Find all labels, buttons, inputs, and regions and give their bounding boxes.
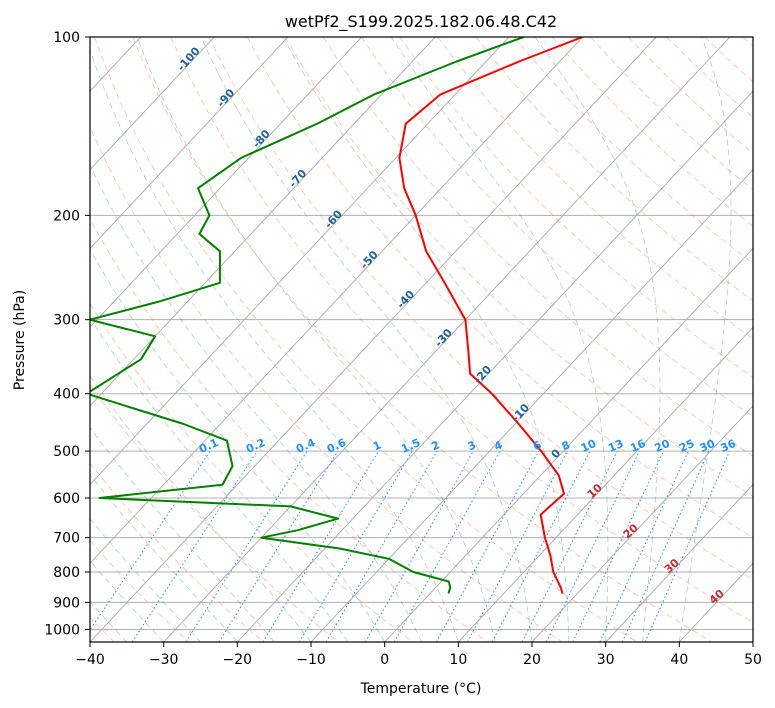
x-tick-label: 0 <box>380 652 389 668</box>
moist-adiabat-line <box>90 48 459 642</box>
dry-adiabat-line <box>132 37 712 642</box>
isotherm-line <box>163 37 731 642</box>
plot-area <box>90 37 753 642</box>
moist-adiabat-line <box>200 37 533 642</box>
isotherm-line <box>458 326 753 642</box>
dry-adiabat-line <box>437 37 753 340</box>
mixing-ratio-line <box>218 450 339 642</box>
temperature-profile-line <box>398 37 583 594</box>
moist-adiabat-line <box>136 37 496 642</box>
y-tick-label: 800 <box>53 565 80 581</box>
mixing-ratio-label: 30 <box>698 437 718 455</box>
dry-adiabat-line <box>246 37 753 539</box>
dry-adiabat-line <box>90 462 264 642</box>
chart-title: wetPf2_S199.2025.182.06.48.C42 <box>285 12 557 32</box>
mixing-ratio-line <box>599 450 689 642</box>
dry-adiabat-line <box>170 37 753 623</box>
mixing-ratio-line <box>621 450 710 642</box>
dry-adiabat-line <box>90 217 488 642</box>
isotherm-line <box>384 247 753 642</box>
mixing-ratio-label: 16 <box>628 437 648 455</box>
y-tick-label: 100 <box>53 30 80 46</box>
y-tick-label: 1000 <box>44 622 80 638</box>
dry-adiabat-line <box>90 126 563 642</box>
y-tick-label: 400 <box>53 387 80 403</box>
moist-adiabat-line <box>90 163 422 642</box>
dry-adiabat-line <box>399 37 753 378</box>
mixing-ratio-label: 25 <box>677 437 696 455</box>
isotherm-line <box>90 37 510 486</box>
dry-adiabat-line <box>94 37 638 642</box>
mixing-ratio-line <box>435 450 540 642</box>
mixing-ratio-lines <box>90 450 731 642</box>
dry-adiabat-line <box>90 539 190 642</box>
x-tick-label: −40 <box>75 652 105 668</box>
moist-adiabat-line <box>678 37 732 642</box>
mixing-ratio-line <box>364 450 474 642</box>
mixing-ratio-line <box>393 450 501 642</box>
moist-adiabat-line <box>90 426 275 642</box>
mixing-ratio-line <box>262 450 379 642</box>
isotherm-line <box>90 37 215 171</box>
isotherm-line <box>90 37 362 328</box>
mixing-ratio-line <box>185 450 308 642</box>
axis-ticks: −40 −30 −20 −10 0 10 20 30 40 50 100 200 300 400 500 60… <box>44 30 762 668</box>
moist-adiabat-line <box>90 316 349 642</box>
isotherm-line <box>90 37 657 642</box>
isotherm-line <box>310 169 753 642</box>
x-axis-label: Temperature (°C) <box>360 681 482 697</box>
mixing-ratio-label: 13 <box>606 437 625 455</box>
dewpoint-profile-line <box>90 37 525 594</box>
y-axis-label: Pressure (hPa) <box>12 290 28 390</box>
isotherms <box>90 37 753 642</box>
mixing-ratio-label: 20 <box>653 437 673 455</box>
isotherm-line <box>90 37 583 564</box>
y-tick-label: 500 <box>53 444 80 460</box>
x-tick-label: −20 <box>223 652 253 668</box>
mixing-ratio-line <box>325 450 438 642</box>
x-tick-label: 20 <box>523 652 541 668</box>
y-tick-label: 600 <box>53 491 80 507</box>
x-tick-label: 50 <box>744 652 762 668</box>
plot-frame <box>89 36 754 643</box>
isotherm-line <box>605 483 753 642</box>
x-tick-label: −30 <box>149 652 179 668</box>
moist-adiabat-line <box>90 248 386 642</box>
moist-adiabat-line <box>390 37 609 642</box>
y-tick-label: 900 <box>53 595 80 611</box>
moist-adiabat-line <box>282 37 570 642</box>
mixing-ratio-label: 36 <box>719 437 739 455</box>
mixing-ratio-label: 10 <box>579 437 599 455</box>
y-tick-label: 300 <box>53 313 80 329</box>
dry-adiabat-line <box>208 37 753 581</box>
x-tick-label: 10 <box>449 652 467 668</box>
dry-adiabat-line <box>475 37 753 302</box>
x-tick-label: −10 <box>296 652 326 668</box>
x-tick-label: 30 <box>597 652 615 668</box>
x-tick-label: 40 <box>670 652 688 668</box>
isotherm-line <box>90 37 289 250</box>
y-tick-label: 700 <box>53 531 80 547</box>
moist-adiabat-line <box>534 37 661 642</box>
sounding-series <box>90 37 583 594</box>
mixing-ratio-line <box>298 450 413 642</box>
isotherm-line <box>531 405 753 642</box>
mixing-ratio-line <box>545 450 640 642</box>
isotherm-line <box>237 90 753 642</box>
mixing-ratio-line <box>572 450 665 642</box>
y-tick-label: 200 <box>53 208 80 224</box>
dry-adiabat-line <box>284 37 753 498</box>
mixing-ratio-line <box>644 450 731 642</box>
